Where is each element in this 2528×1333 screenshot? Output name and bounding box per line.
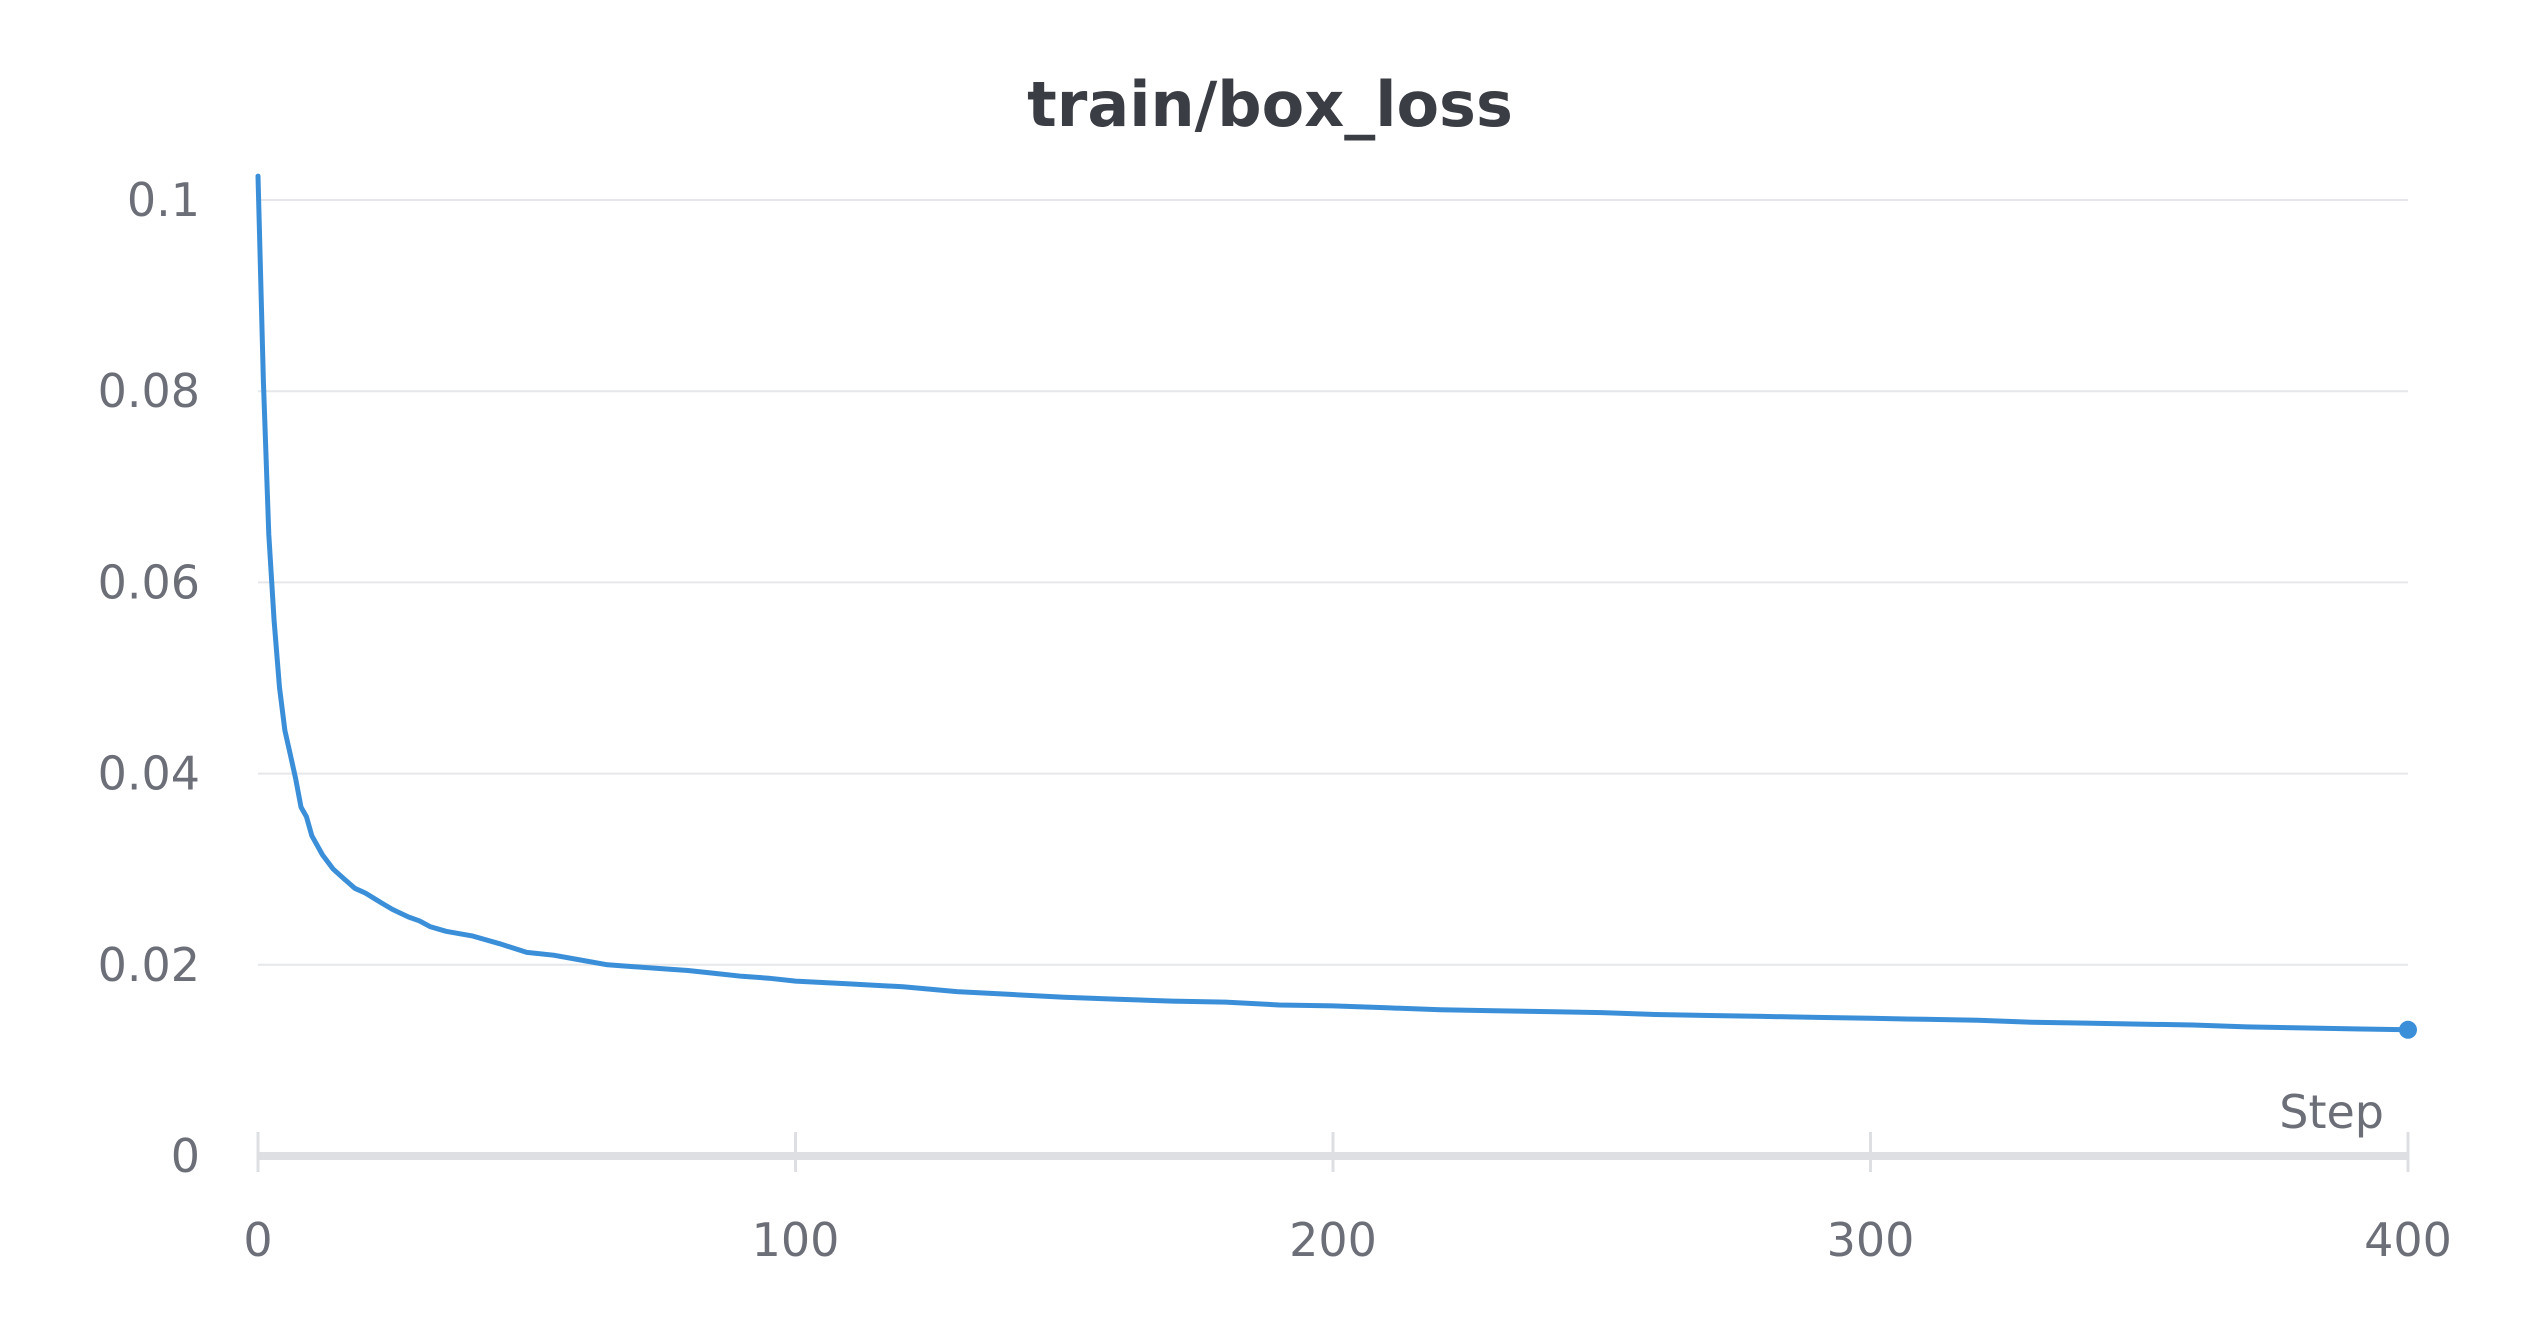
x-tick-label-2: 200 [1289,1213,1377,1267]
series-layer [255,173,2417,1039]
y-tick-label-1: 0.02 [98,938,200,992]
x-tick-label-4: 400 [2364,1213,2452,1267]
axis-layer: 0 0.02 0.04 0.06 0.08 0.1 0 100 200 300 400 [98,173,2452,1267]
y-tick-label-4: 0.08 [98,364,200,418]
x-tick-label-1: 100 [752,1213,840,1267]
x-tick-label-0: 0 [243,1213,272,1267]
y-tick-label-5: 0.1 [127,173,200,227]
series-line-0 [255,173,2411,1033]
chart-title: train/box_loss [1027,68,1513,141]
grid-layer [258,199,2408,966]
y-tick-label-3: 0.06 [98,555,200,609]
series-end-marker-0 [2399,1020,2417,1039]
y-tick-label-2: 0.04 [98,747,200,801]
x-tick-label-3: 300 [1827,1213,1915,1267]
y-tick-label-0: 0 [171,1129,200,1183]
x-axis-label: Step [2279,1085,2384,1139]
